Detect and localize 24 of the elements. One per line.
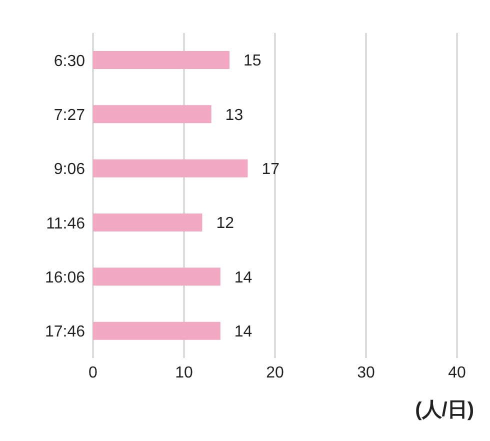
data-label: 17 [262, 161, 280, 178]
bar [93, 322, 220, 340]
data-label: 14 [234, 269, 252, 286]
x-tick-label: 40 [448, 364, 466, 382]
x-axis-title: (人/日) [415, 398, 474, 423]
data-label: 12 [216, 215, 234, 232]
y-tick-label: 7:27 [54, 106, 86, 124]
data-label: 14 [234, 324, 252, 341]
bar [93, 159, 248, 178]
y-tick-label: 17:46 [44, 324, 86, 341]
bar [93, 214, 202, 232]
y-tick-label: 16:06 [44, 269, 86, 286]
bar [93, 51, 230, 69]
y-tick-label: 6:30 [54, 52, 86, 70]
bar [93, 105, 212, 124]
x-tick-label: 10 [175, 364, 193, 382]
x-tick-label: 0 [88, 364, 98, 382]
bar [93, 268, 220, 286]
y-tick-label: 11:46 [46, 215, 86, 232]
x-tick-label: 30 [357, 364, 375, 382]
data-label: 13 [225, 106, 244, 124]
data-label: 15 [244, 52, 262, 70]
y-tick-label: 9:06 [54, 161, 86, 178]
x-tick-label: 20 [266, 364, 284, 382]
